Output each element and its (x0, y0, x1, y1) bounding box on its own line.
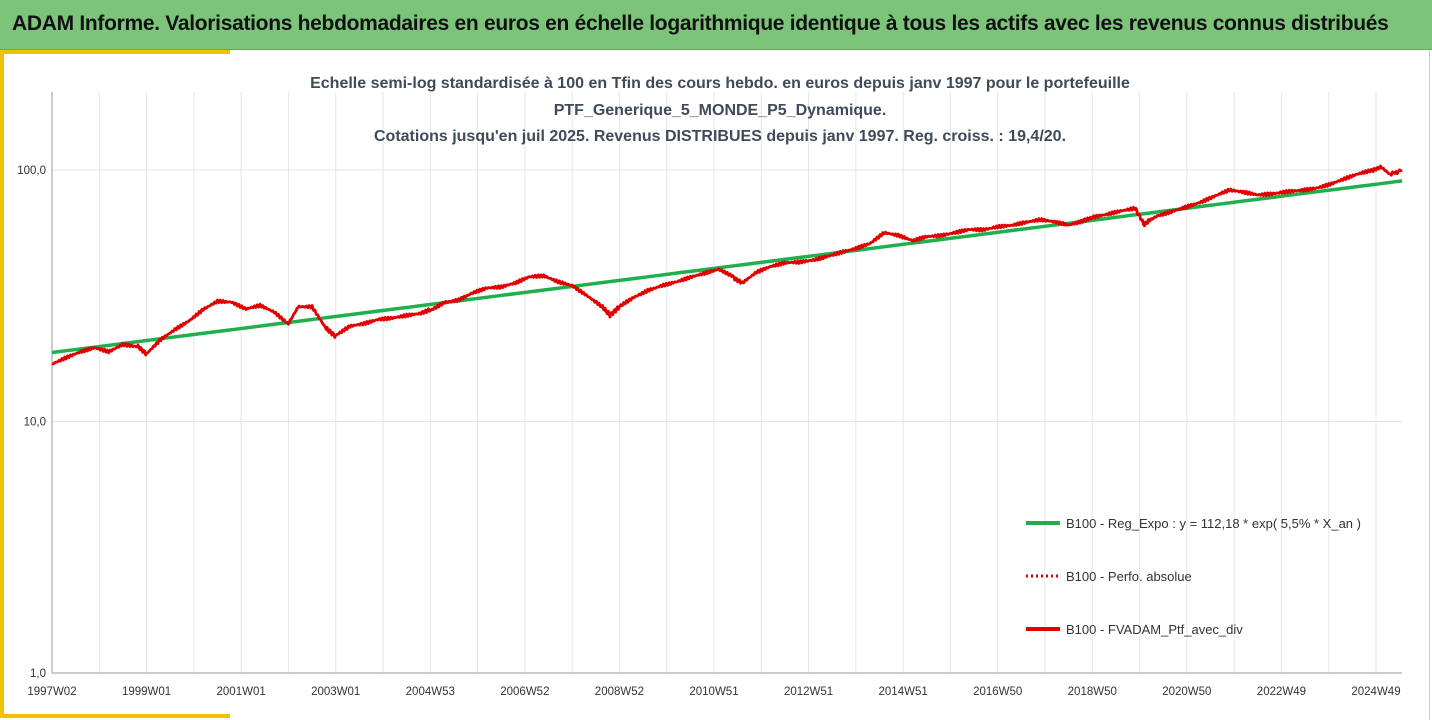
series-lines (51, 164, 1403, 366)
chart-title-line-2: PTF_Generique_5_MONDE_P5_Dynamique. (554, 102, 887, 119)
x-tick-label: 1997W02 (27, 686, 76, 698)
x-tick-label: 2004W53 (406, 686, 455, 698)
accent-bar-left (0, 50, 4, 718)
chart-title: Echelle semi-log standardisée à 100 en T… (310, 75, 1130, 145)
legend: B100 - Reg_Expo : y = 112,18 * exp( 5,5%… (1026, 516, 1361, 637)
banner-title: ADAM Informe. Valorisations hebdomadaire… (12, 12, 1389, 35)
axes (51, 92, 1402, 674)
y-tick-label: 1,0 (30, 668, 46, 680)
x-tick-label: 2012W51 (784, 686, 833, 698)
x-tick-label: 2022W49 (1257, 686, 1306, 698)
y-axis-ticks: 1,0 10,0 100,0 (17, 165, 46, 680)
chart-title-line-3: Cotations jusqu'en juil 2025. Revenus DI… (374, 128, 1066, 145)
x-tick-label: 2006W52 (500, 686, 549, 698)
x-tick-label: 2014W51 (879, 686, 928, 698)
frame-border-right (1429, 50, 1430, 720)
series-line-portfolio (51, 164, 1403, 366)
x-tick-label: 2024W49 (1351, 686, 1400, 698)
legend-label-portfolio: B100 - FVADAM_Ptf_avec_div (1066, 622, 1243, 637)
x-tick-label: 1999W01 (122, 686, 171, 698)
accent-bar-top (0, 50, 230, 54)
series-line-regression (51, 179, 1403, 355)
x-tick-label: 2001W01 (217, 686, 266, 698)
x-tick-label: 2008W52 (595, 686, 644, 698)
chart-title-line-1: Echelle semi-log standardisée à 100 en T… (310, 75, 1130, 92)
accent-bar-bottom (0, 714, 230, 718)
x-tick-label: 2018W50 (1068, 686, 1117, 698)
x-tick-label: 2010W51 (689, 686, 738, 698)
y-tick-label: 10,0 (24, 417, 46, 429)
legend-label-perfo: B100 - Perfo. absolue (1066, 569, 1192, 584)
y-tick-label: 100,0 (17, 165, 46, 177)
x-tick-label: 2003W01 (311, 686, 360, 698)
x-tick-label: 2020W50 (1162, 686, 1211, 698)
x-axis-ticks: 1997W02 1999W01 2001W01 2003W01 2004W53 2006W… (27, 686, 1400, 698)
legend-label-regression: B100 - Reg_Expo : y = 112,18 * exp( 5,5%… (1066, 516, 1361, 531)
grid-lines (51, 92, 1402, 674)
title-banner: ADAM Informe. Valorisations hebdomadaire… (0, 0, 1432, 50)
x-tick-label: 2016W50 (973, 686, 1022, 698)
